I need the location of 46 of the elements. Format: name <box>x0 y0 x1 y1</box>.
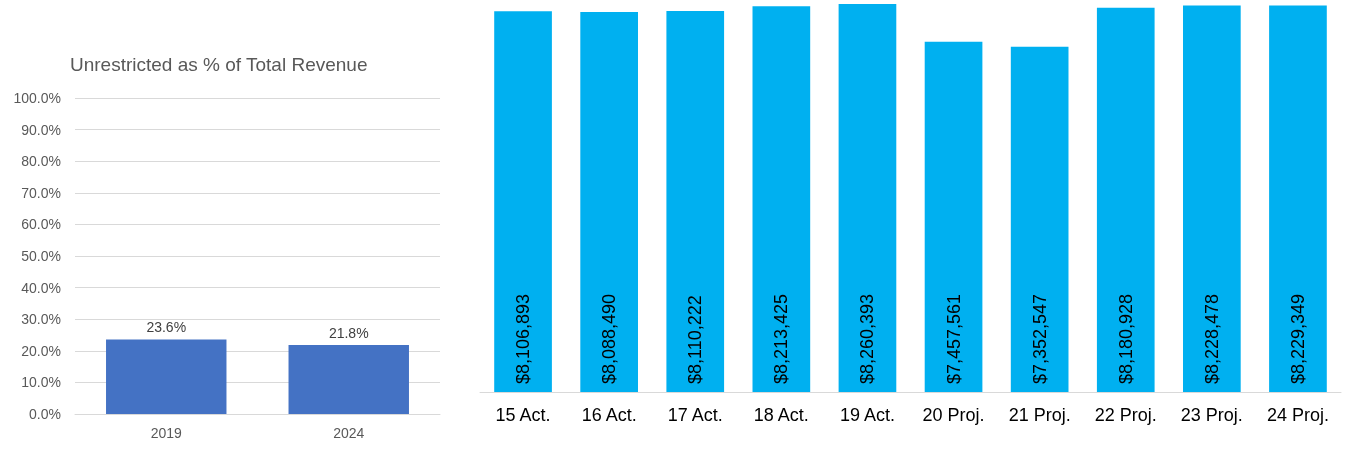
bar <box>1096 7 1155 392</box>
bar <box>1010 46 1069 392</box>
y-tick-label: 70.0% <box>21 184 61 201</box>
data-label: $8,228,478 <box>1201 293 1222 384</box>
chart-title: Unrestricted as % of Total Revenue <box>70 54 368 75</box>
x-tick-label: 23 Proj. <box>1180 405 1243 425</box>
x-tick-label: 16 Act. <box>581 405 637 425</box>
bar <box>838 4 897 392</box>
x-tick-label: 22 Proj. <box>1094 405 1157 425</box>
data-label: $8,088,490 <box>599 293 620 384</box>
data-label: $8,106,893 <box>513 293 534 384</box>
y-tick-label: 50.0% <box>21 248 61 264</box>
y-tick-label: 20.0% <box>21 342 61 359</box>
bar <box>666 11 725 392</box>
x-tick-label: 2019 <box>150 425 183 441</box>
x-tick-label: 2024 <box>333 425 365 441</box>
data-label: $7,352,547 <box>1029 293 1050 384</box>
x-tick-label: 21 Proj. <box>1008 405 1071 425</box>
data-label: $8,260,393 <box>857 293 878 384</box>
bar <box>494 11 552 392</box>
bar <box>580 12 638 392</box>
data-label: $8,229,349 <box>1287 293 1308 384</box>
x-tick-label: 24 Proj. <box>1266 405 1329 425</box>
x-tick-label: 18 Act. <box>753 405 809 425</box>
y-tick-label: 80.0% <box>21 153 61 170</box>
data-label: 23.6% <box>146 319 187 336</box>
y-tick-label: 30.0% <box>21 311 61 328</box>
x-tick-label: 15 Act. <box>495 405 551 425</box>
data-label: 21.8% <box>328 325 369 342</box>
bar <box>924 41 983 392</box>
x-tick-label: 19 Act. <box>839 405 895 425</box>
x-tick-label: 17 Act. <box>667 405 723 425</box>
data-label: $8,213,425 <box>771 293 792 384</box>
y-tick-label: 60.0% <box>21 216 61 233</box>
data-label: $8,110,222 <box>685 295 706 384</box>
y-tick-label: 100.0% <box>13 90 61 106</box>
y-tick-label: 10.0% <box>21 374 61 391</box>
y-tick-label: 0.0% <box>29 406 61 422</box>
data-label: $8,180,928 <box>1115 293 1136 384</box>
y-tick-label: 40.0% <box>21 279 61 296</box>
data-label: $7,457,561 <box>943 293 964 384</box>
y-tick-label: 90.0% <box>21 121 61 138</box>
bar <box>1183 5 1241 392</box>
bar <box>752 6 811 392</box>
bar <box>1269 5 1327 392</box>
x-tick-label: 20 Proj. <box>922 405 985 425</box>
